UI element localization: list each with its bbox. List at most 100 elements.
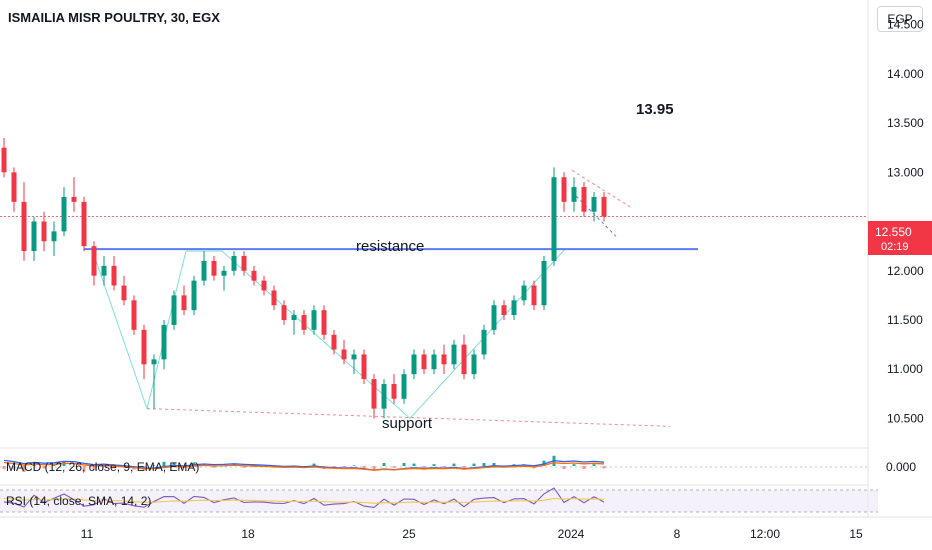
- macd-histogram-bar: [462, 466, 466, 470]
- macd-histogram-bar: [492, 463, 496, 466]
- macd-line: [3, 459, 605, 471]
- price-tick: 13.500: [887, 116, 924, 130]
- current-price-label: 12.550: [875, 225, 912, 239]
- candle-body: [221, 270, 227, 276]
- macd-histogram-bar: [72, 466, 76, 467]
- candle-body: [201, 260, 207, 281]
- macd-histogram-bar: [402, 463, 406, 466]
- price-tick: 11.000: [887, 362, 923, 376]
- macd-histogram-bar: [152, 465, 156, 466]
- macd-histogram-bar: [2, 466, 6, 469]
- candle-body: [311, 310, 317, 330]
- macd-histogram-bar: [562, 466, 566, 469]
- rsi-band: [0, 490, 878, 512]
- time-tick: 8: [674, 527, 681, 541]
- macd-histogram-bar: [342, 466, 346, 468]
- time-tick: 2024: [558, 527, 585, 541]
- macd-histogram-bar: [422, 466, 426, 468]
- candle-body: [401, 374, 407, 399]
- candle-body: [71, 196, 77, 202]
- time-axis[interactable]: 11 18 25 2024 8 12:00 15: [81, 527, 863, 541]
- candle-body: [471, 354, 477, 375]
- macd-histogram-bar: [242, 466, 246, 468]
- time-tick: 25: [402, 527, 416, 541]
- candle-body: [121, 285, 127, 301]
- macd-histogram-bar: [572, 464, 576, 466]
- candle-body: [371, 379, 377, 409]
- support-label: support: [382, 415, 433, 432]
- candle-body: [251, 270, 257, 281]
- macd-histogram-bar: [482, 463, 486, 466]
- candle-body: [411, 354, 417, 375]
- candle-body: [511, 300, 517, 316]
- price-tick: 10.500: [887, 411, 924, 425]
- price-tick: 14.500: [887, 18, 924, 32]
- candle-body: [291, 315, 297, 320]
- candle-body: [111, 265, 117, 286]
- candle-body: [481, 329, 487, 355]
- candle-body: [431, 354, 437, 370]
- macd-histogram-bar: [312, 463, 316, 466]
- candle-body: [321, 310, 327, 335]
- candle-body: [461, 344, 467, 375]
- macd-histogram-bar: [12, 466, 16, 470]
- candle-body: [211, 260, 217, 276]
- candle-body: [601, 196, 607, 217]
- macd-histogram-bar: [22, 466, 26, 472]
- macd-value: 0.000: [886, 460, 916, 474]
- time-tick: 15: [849, 527, 863, 541]
- macd-histogram-bar: [392, 466, 396, 468]
- macd-histogram-bar: [332, 466, 336, 468]
- macd-histogram-bar: [372, 466, 376, 470]
- macd-histogram-bar: [472, 463, 476, 466]
- macd-histogram-bar: [602, 466, 606, 469]
- candle-body: [521, 285, 527, 301]
- candle-body: [141, 329, 147, 365]
- macd-histogram-bar: [162, 461, 166, 466]
- candle-body: [151, 359, 157, 365]
- countdown-label: 02:19: [881, 241, 909, 253]
- flag-channel: [571, 169, 631, 237]
- macd-histogram-bar: [442, 466, 446, 468]
- rsi-label: RSI (14, close, SMA, 14, 2): [6, 494, 151, 508]
- signal-line: [3, 461, 605, 471]
- macd-histogram-bar: [92, 466, 96, 470]
- candle-body: [491, 305, 497, 330]
- candle-body: [51, 231, 57, 242]
- candle-body: [81, 201, 87, 247]
- macd-histogram-bar: [362, 466, 366, 469]
- price-tick: 11.500: [887, 313, 923, 327]
- candle-body: [381, 384, 387, 409]
- candle-body: [531, 285, 537, 306]
- macd-histogram-bar: [112, 466, 116, 469]
- candle-body: [41, 221, 47, 242]
- candle-body: [231, 256, 237, 271]
- time-tick: 11: [81, 527, 94, 541]
- time-tick: 12:00: [750, 527, 780, 541]
- candle-body: [451, 344, 457, 365]
- rsi-line: [3, 487, 605, 508]
- candle-body: [421, 354, 427, 370]
- macd-label: MACD (12, 26, close, 9, EMA, EMA): [6, 460, 199, 474]
- rsi-ma-line: [3, 497, 605, 504]
- price-tick: 13.000: [887, 165, 924, 179]
- candle-body: [541, 260, 547, 306]
- candle-body: [101, 265, 107, 276]
- price-tick: 14.000: [887, 67, 924, 81]
- macd-histogram-bar: [352, 465, 356, 466]
- candle-body: [591, 196, 597, 212]
- candle-body: [341, 349, 347, 360]
- candle-body: [31, 221, 37, 252]
- macd-histogram-bar: [382, 463, 386, 466]
- candle-body: [61, 196, 67, 232]
- price-axis[interactable]: 14.500 14.000 13.500 13.000 12.000 11.500 11.0…: [887, 18, 924, 426]
- candle-body: [441, 354, 447, 365]
- target-annotation: 13.95: [636, 101, 674, 118]
- macd-histogram-bar: [432, 464, 436, 466]
- macd-histogram-bar: [542, 460, 546, 466]
- candle-body: [281, 305, 287, 320]
- candles: [1, 137, 607, 419]
- currency-selector[interactable]: EGP: [877, 6, 923, 32]
- macd-histogram-bar: [82, 466, 86, 472]
- candle-body: [501, 305, 507, 316]
